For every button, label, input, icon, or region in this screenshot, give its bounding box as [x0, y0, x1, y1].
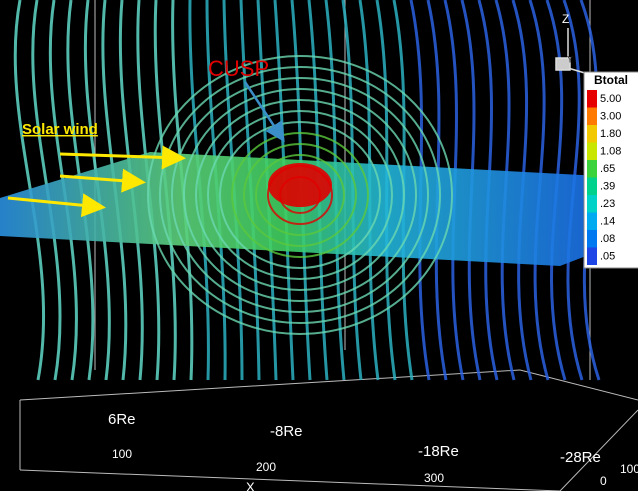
legend: Btotal 5.00 3.00 1.80 1.08 .65 .39 .23 .14 .08 .0… — [583, 71, 638, 269]
legend-label: .08 — [600, 233, 615, 245]
distance-label: -8Re — [270, 423, 303, 440]
legend-swatch — [587, 212, 597, 230]
field-line — [13, 0, 46, 381]
distance-label: 6Re — [108, 411, 136, 428]
distance-label: -18Re — [418, 443, 459, 460]
legend-label: .39 — [600, 180, 615, 192]
equatorial-plane — [0, 152, 638, 266]
x-tick-label: 200 — [256, 460, 276, 474]
dipole-field — [147, 55, 453, 335]
legend-swatch — [587, 195, 597, 213]
dipole-core — [268, 163, 332, 207]
legend-swatch — [587, 142, 597, 160]
legend-label: .23 — [600, 198, 615, 210]
solar-wind-label: Solar wind — [22, 121, 98, 138]
dipole-loop — [159, 66, 441, 324]
flow-arrows — [7, 145, 186, 218]
x-tick-label: 100 — [112, 447, 132, 461]
dipole-loop — [243, 143, 357, 247]
legend-swatch — [587, 230, 597, 248]
legend-label: 1.80 — [600, 128, 621, 140]
legend-label: .65 — [600, 163, 615, 175]
triad-y: Y — [567, 54, 573, 64]
legend-swatch — [587, 107, 597, 125]
dipole-loop — [171, 77, 429, 313]
cusp-label: CUSP — [208, 56, 269, 81]
dipole-loop — [147, 55, 453, 335]
legend-label: 5.00 — [600, 93, 621, 105]
legend-swatch — [587, 177, 597, 195]
legend-label: .14 — [600, 215, 615, 227]
x-axis-label: X — [246, 479, 255, 491]
cusp-arrow — [243, 81, 285, 143]
legend-swatch — [587, 90, 597, 108]
depth-tick-label: 0 — [600, 474, 607, 488]
depth-tick-label: 100 — [620, 462, 638, 476]
legend-label: 1.08 — [600, 145, 621, 157]
legend-swatch — [587, 160, 597, 178]
legend-label: .05 — [600, 250, 615, 262]
dipole-loop — [231, 132, 369, 258]
dipole-loop — [255, 154, 345, 236]
legend-swatch — [587, 247, 597, 265]
dipole-loop — [195, 99, 405, 291]
bottom-labels: 6Re -8Re -18Re -28Re 100 200 300 X 100 0 — [108, 411, 638, 491]
legend-title: Btotal — [594, 73, 628, 87]
dipole-loop — [183, 88, 417, 302]
dipole-loop — [207, 110, 393, 280]
x-tick-label: 300 — [424, 471, 444, 485]
dipole-loop — [219, 121, 381, 269]
distance-label: -28Re — [560, 449, 601, 466]
triad-z: Z — [562, 12, 569, 26]
legend-swatch — [587, 125, 597, 143]
legend-label: 3.00 — [600, 110, 621, 122]
